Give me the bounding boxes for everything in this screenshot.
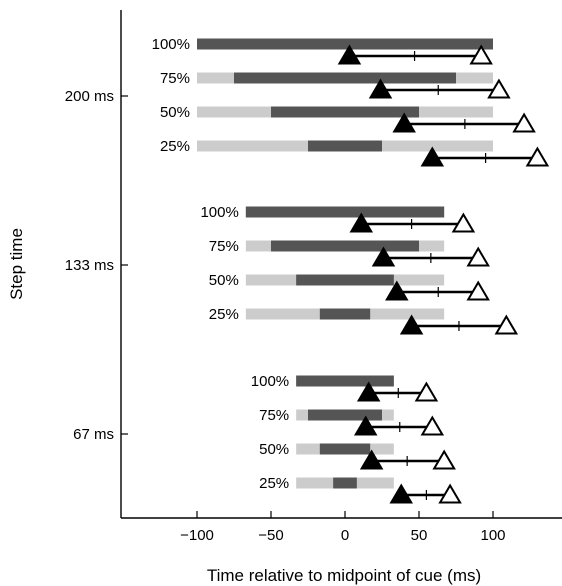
y-group-label: 67 ms bbox=[73, 426, 114, 443]
row-label: 75% bbox=[160, 70, 190, 87]
x-tick-label: 50 bbox=[411, 527, 428, 544]
y-group-label: 200 ms bbox=[65, 88, 114, 105]
y-axis-label: Step time bbox=[7, 228, 26, 300]
end-marker-open-triangle bbox=[414, 381, 439, 402]
row-label: 50% bbox=[259, 441, 289, 458]
end-marker-open-triangle bbox=[525, 146, 550, 167]
start-marker-filled-triangle bbox=[420, 146, 445, 167]
end-marker-open-triangle bbox=[466, 246, 490, 267]
end-marker-open-triangle bbox=[438, 483, 462, 504]
row-label: 50% bbox=[209, 272, 239, 289]
start-marker-filled-triangle bbox=[337, 44, 362, 65]
axes bbox=[120, 10, 562, 519]
dark-bar bbox=[296, 274, 394, 286]
end-marker-open-triangle bbox=[432, 449, 456, 470]
start-marker-filled-triangle bbox=[389, 483, 413, 504]
dark-bar bbox=[319, 443, 371, 455]
x-tick-label: −50 bbox=[258, 527, 283, 544]
row-label: 25% bbox=[209, 306, 239, 323]
x-tick-label: 0 bbox=[341, 527, 349, 544]
x-axis-ticks: −100 −50 0 50 100 bbox=[180, 511, 506, 544]
dark-bar bbox=[271, 106, 419, 118]
row-label: 25% bbox=[160, 138, 190, 155]
end-marker-open-triangle bbox=[469, 44, 493, 65]
start-marker-filled-triangle bbox=[349, 212, 374, 233]
dark-bar bbox=[197, 38, 493, 50]
y-group-label: 133 ms bbox=[65, 257, 114, 274]
row-label: 100% bbox=[200, 204, 238, 221]
dark-bar bbox=[319, 308, 371, 320]
row-label: 25% bbox=[259, 475, 289, 492]
y-axis-ticks: 200 ms 133 ms 67 ms bbox=[65, 88, 128, 443]
end-marker-open-triangle bbox=[494, 314, 519, 335]
row-label: 75% bbox=[259, 407, 289, 424]
x-axis-label: Time relative to midpoint of cue (ms) bbox=[207, 566, 481, 585]
dark-bar bbox=[245, 206, 445, 218]
x-tick-label: −100 bbox=[180, 527, 214, 544]
start-marker-filled-triangle bbox=[356, 381, 381, 402]
row-label: 100% bbox=[152, 36, 190, 53]
start-marker-filled-triangle bbox=[371, 246, 396, 267]
dark-bar bbox=[308, 409, 382, 421]
start-marker-filled-triangle bbox=[399, 314, 424, 335]
start-marker-filled-triangle bbox=[385, 280, 409, 301]
row-label: 100% bbox=[251, 373, 289, 390]
x-tick-label: 100 bbox=[480, 527, 505, 544]
plot-area: 100% 75% 50% 25% 100% 75% 50% 25% 100% 75% 50% 25% bbox=[152, 36, 550, 504]
end-marker-open-triangle bbox=[420, 415, 445, 436]
row-label: 50% bbox=[160, 104, 190, 121]
start-marker-filled-triangle bbox=[392, 112, 416, 133]
end-marker-open-triangle bbox=[466, 280, 490, 301]
dark-bar bbox=[333, 477, 357, 489]
row-label: 75% bbox=[209, 238, 239, 255]
dark-bar bbox=[271, 240, 419, 252]
start-marker-filled-triangle bbox=[368, 78, 393, 99]
end-marker-open-triangle bbox=[512, 112, 536, 133]
dark-bar bbox=[234, 72, 456, 84]
dark-bar bbox=[296, 375, 394, 387]
start-marker-filled-triangle bbox=[353, 415, 378, 436]
end-marker-open-triangle bbox=[487, 78, 511, 99]
dark-bar bbox=[308, 140, 382, 152]
end-marker-open-triangle bbox=[451, 212, 476, 233]
start-marker-filled-triangle bbox=[359, 449, 384, 470]
